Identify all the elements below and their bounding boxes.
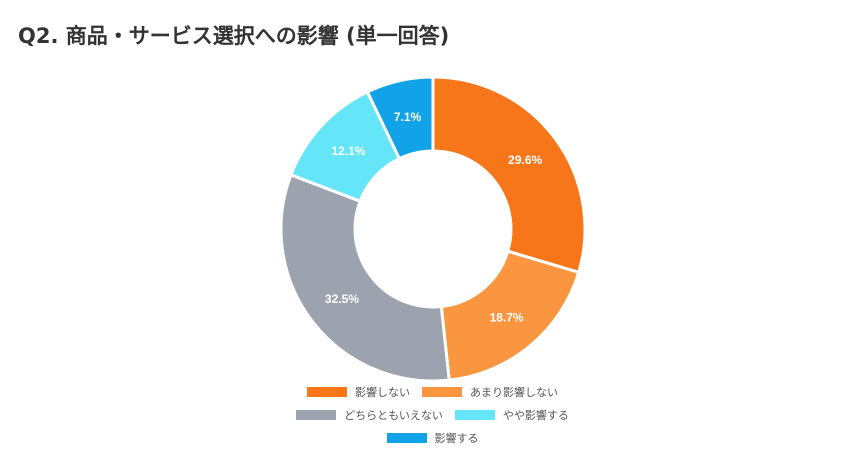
- legend-label: やや影響する: [502, 409, 569, 422]
- donut-slices: [279, 75, 587, 380]
- legend-label: 影響する: [434, 432, 479, 445]
- legend-label: あまり影響しない: [470, 386, 558, 399]
- legend-item-1[interactable]: 影響しない: [307, 384, 410, 400]
- slice-value-label-2: 18.7%: [490, 310, 524, 324]
- legend-item-4[interactable]: やや影響する: [454, 407, 569, 423]
- slice-value-label-4: 12.1%: [331, 144, 365, 158]
- legend-item-3[interactable]: どちらともいえない: [296, 407, 443, 423]
- donut-value-labels: 29.6% 18.7% 32.5% 12.1% 7.1%: [325, 110, 543, 325]
- slice-value-label-1: 29.6%: [508, 153, 542, 167]
- legend-swatch: [422, 387, 462, 397]
- slice-value-label-3: 32.5%: [325, 292, 359, 306]
- legend-item-2[interactable]: あまり影響しない: [422, 384, 558, 400]
- donut-slice-3[interactable]: [279, 172, 451, 380]
- legend-item-5[interactable]: 影響する: [386, 430, 479, 446]
- donut-slice-2[interactable]: [439, 249, 581, 380]
- legend-swatch: [296, 410, 337, 420]
- legend-swatch: [307, 387, 347, 397]
- donut-chart: 29.6% 18.7% 32.5% 12.1% 7.1%: [279, 75, 587, 380]
- legend-swatch: [454, 410, 495, 420]
- donut-slice-1[interactable]: [431, 75, 587, 275]
- chart-title: Q2. 商品・サービス選択への影響 (単一回答): [18, 24, 450, 48]
- slice-value-label-5: 7.1%: [394, 110, 422, 124]
- legend-label: どちらともいえない: [344, 409, 443, 422]
- chart-legend: 影響しない あまり影響しないどちらともいえない やや影響する影響する: [280, 384, 585, 446]
- legend-label: 影響しない: [355, 386, 410, 399]
- legend-swatch: [386, 433, 427, 443]
- donut-slice-5[interactable]: [365, 75, 435, 161]
